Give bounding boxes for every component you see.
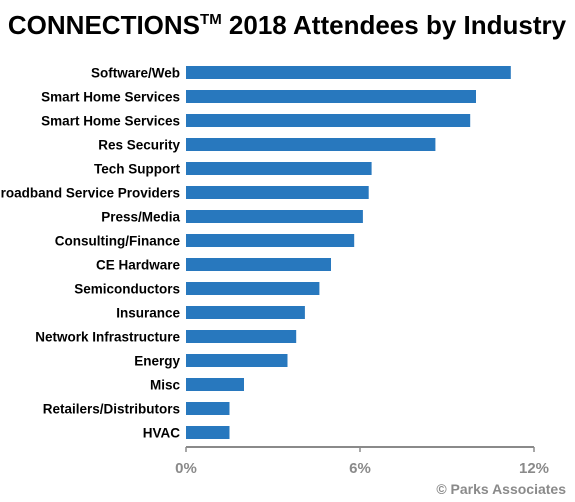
chart-title-main: CONNECTIONS (8, 10, 200, 40)
category-label-15: Retailers/Distributors (43, 402, 180, 417)
category-label-4: Res Security (98, 138, 180, 153)
bars-layer (186, 66, 511, 439)
bar-7 (186, 210, 363, 223)
bar-12 (186, 330, 297, 343)
category-label-11: Insurance (116, 306, 180, 321)
category-label-1: Software/Web (91, 66, 180, 81)
x-axis: 0% 6% 12% (175, 446, 549, 477)
bar-3 (186, 114, 471, 127)
bar-2 (186, 90, 476, 103)
category-label-3: Smart Home Services (41, 114, 180, 129)
bar-9 (186, 258, 331, 271)
bar-6 (186, 186, 369, 199)
category-label-9: CE Hardware (96, 258, 181, 273)
category-label-13: Energy (134, 354, 180, 369)
bar-4 (186, 138, 436, 151)
category-label-7: Press/Media (101, 210, 180, 225)
category-label-6: Broadband Service Providers (0, 186, 180, 201)
chart-title-suffix: 2018 Attendees by Industry (222, 10, 567, 40)
bar-15 (186, 402, 230, 415)
chart-title-trademark: TM (200, 11, 222, 28)
x-tick-label-3: 12% (519, 460, 549, 477)
bar-10 (186, 282, 320, 295)
category-label-14: Misc (150, 378, 181, 393)
category-label-10: Semiconductors (74, 282, 180, 297)
category-label-8: Consulting/Finance (55, 234, 181, 249)
bar-13 (186, 354, 288, 367)
bar-1 (186, 66, 511, 79)
x-tick-label-2: 6% (349, 460, 371, 477)
bar-14 (186, 378, 244, 391)
category-label-2: Smart Home Services (41, 90, 180, 105)
category-labels: Software/Web Smart Home Services Smart Hom… (0, 66, 181, 441)
bar-11 (186, 306, 305, 319)
bar-8 (186, 234, 355, 247)
category-label-5: Tech Support (94, 162, 181, 177)
x-tick-label-1: 0% (175, 460, 197, 477)
credit-text: © Parks Associates (436, 481, 566, 497)
category-label-16: HVAC (143, 426, 181, 441)
bar-5 (186, 162, 372, 175)
category-label-12: Network Infrastructure (35, 330, 180, 345)
bar-16 (186, 426, 230, 439)
chart-title: CONNECTIONSTM 2018 Attendees by Industry (8, 10, 567, 40)
